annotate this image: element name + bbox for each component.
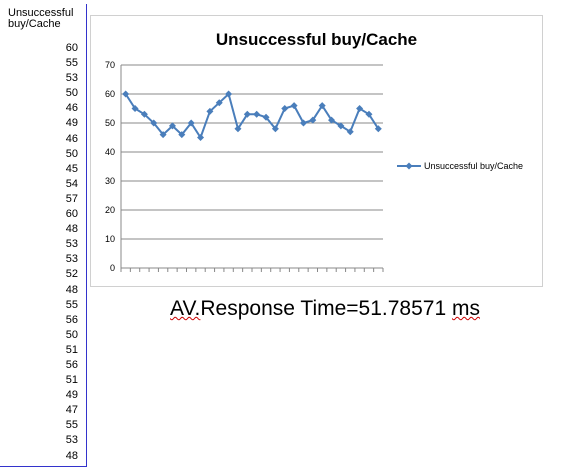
column-cell[interactable]: 48: [65, 283, 78, 296]
data-point: [328, 116, 336, 124]
column-cell[interactable]: 46: [65, 102, 78, 115]
average-response-time: AV.Response Time=51.78571 ms: [170, 297, 480, 321]
y-tick-label: 10: [105, 234, 115, 244]
avg-prefix: AV.: [170, 297, 201, 320]
column-cell[interactable]: 51: [65, 343, 78, 356]
column-cell[interactable]: 46: [65, 132, 78, 145]
column-cell[interactable]: 56: [65, 358, 78, 371]
data-point: [131, 105, 139, 112]
column-cell[interactable]: 53: [65, 434, 78, 447]
column-cell[interactable]: 53: [65, 72, 78, 85]
column-cell[interactable]: 55: [65, 57, 78, 70]
column-cell[interactable]: 45: [65, 162, 78, 175]
data-point: [337, 122, 345, 130]
column-header[interactable]: Unsuccessful buy/Cache: [8, 7, 74, 30]
data-point: [356, 105, 364, 112]
column-cell[interactable]: 56: [65, 313, 78, 326]
data-point: [140, 110, 148, 118]
column-cell[interactable]: 57: [65, 192, 78, 205]
data-point: [206, 107, 214, 115]
column-cell[interactable]: 55: [65, 419, 78, 432]
column-cell[interactable]: 49: [65, 117, 78, 130]
column-cell[interactable]: 51: [65, 374, 78, 387]
data-point: [215, 99, 223, 107]
data-point: [168, 122, 176, 130]
column-cell[interactable]: 55: [65, 298, 78, 311]
data-point: [262, 113, 270, 121]
avg-label: Response Time=: [200, 297, 359, 320]
column-cell[interactable]: 50: [65, 328, 78, 341]
data-point: [309, 116, 317, 124]
y-tick-label: 20: [105, 205, 115, 215]
column-cell[interactable]: 50: [65, 147, 78, 160]
data-point: [150, 119, 158, 127]
y-tick-label: 70: [105, 60, 115, 70]
series-line: [124, 92, 380, 140]
data-point: [187, 119, 195, 127]
column-cell[interactable]: 53: [65, 253, 78, 266]
column-cell[interactable]: 60: [65, 42, 78, 54]
column-cell[interactable]: 47: [65, 404, 78, 417]
column-cell[interactable]: 60: [65, 208, 78, 221]
chart[interactable]: Unsuccessful buy/Cache 0 10 20 30 40 50 60 70 Un…: [90, 15, 543, 287]
data-point: [318, 102, 326, 110]
column-cell[interactable]: 49: [65, 389, 78, 402]
legend-marker: [405, 162, 413, 170]
data-point: [290, 102, 298, 110]
data-point: [243, 110, 251, 118]
data-point: [253, 110, 261, 118]
data-point: [159, 131, 167, 139]
column-cell[interactable]: 52: [65, 268, 78, 281]
spreadsheet-column: Unsuccessful buy/Cache 60 55 53 50 46 49 46 50 4…: [0, 4, 87, 467]
data-point: [281, 105, 289, 112]
column-cell[interactable]: 50: [65, 87, 78, 100]
column-cell[interactable]: 54: [65, 177, 78, 190]
column-cell[interactable]: 48: [65, 449, 78, 462]
chart-plot: 0 10 20 30 40 50 60 70 Unsuccessful buy/Cache: [105, 60, 523, 273]
data-point: [374, 125, 382, 133]
avg-unit: ms: [451, 297, 480, 320]
y-tick-label: 60: [105, 89, 115, 99]
data-point: [122, 90, 130, 98]
y-tick-label: 0: [110, 263, 115, 273]
data-point: [271, 125, 279, 133]
avg-value: 51.78571: [358, 297, 447, 320]
y-tick-label: 30: [105, 176, 115, 186]
column-values: 60 55 53 50 46 49 46 50 45 54 57 60 48 53 53 52 48 55 56 50…: [0, 41, 78, 464]
data-point: [299, 119, 307, 127]
data-point: [225, 90, 233, 98]
chart-title: Unsuccessful buy/Cache: [215, 30, 418, 49]
y-tick-label: 40: [105, 147, 115, 157]
y-tick-label: 50: [105, 118, 115, 128]
data-point: [365, 110, 373, 118]
data-point: [346, 128, 354, 136]
legend-label: Unsuccessful buy/Cache: [424, 161, 523, 171]
data-point: [178, 131, 186, 139]
column-cell[interactable]: 53: [65, 238, 78, 251]
column-cell[interactable]: 48: [65, 223, 78, 236]
data-point: [197, 134, 205, 141]
data-point: [234, 125, 242, 133]
